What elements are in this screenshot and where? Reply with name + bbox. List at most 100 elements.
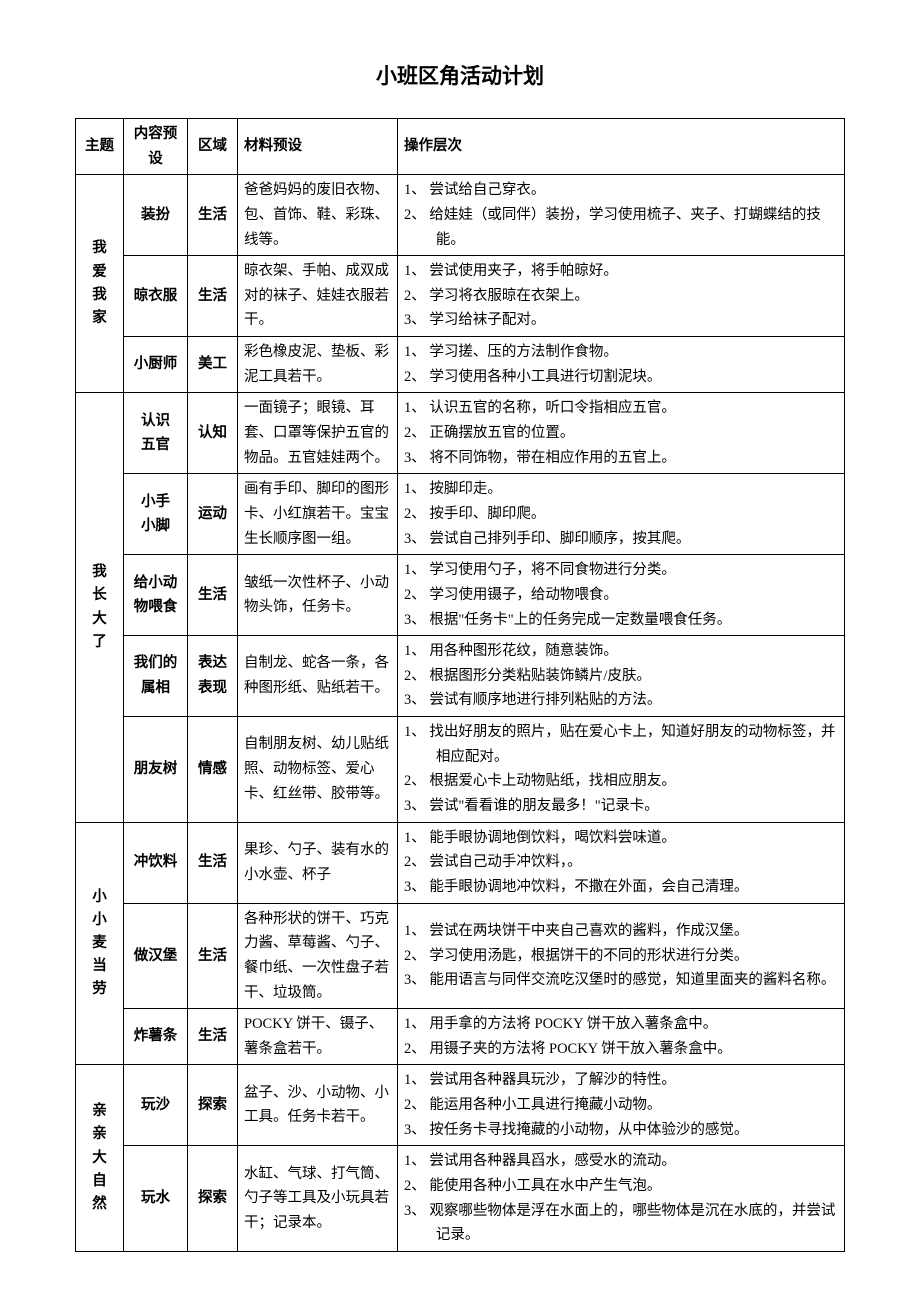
content-cell: 做汉堡 <box>124 903 188 1009</box>
operation-item: 2、 能运用各种小工具进行掩藏小动物。 <box>404 1093 838 1118</box>
operation-cell: 1、 用各种图形花纹，随意装饰。2、 根据图形分类粘贴装饰鳞片/皮肤。3、 尝试… <box>398 636 845 717</box>
material-cell: 自制朋友树、幼儿贴纸照、动物标签、爱心卡、红丝带、胶带等。 <box>238 717 398 823</box>
area-cell: 情感 <box>188 717 238 823</box>
operation-cell: 1、 尝试在两块饼干中夹自己喜欢的酱料，作成汉堡。2、 学习使用汤匙，根据饼干的… <box>398 903 845 1009</box>
material-cell: 皱纸一次性杯子、小动物头饰，任务卡。 <box>238 555 398 636</box>
operation-item: 3、 根据"任务卡"上的任务完成一定数量喂食任务。 <box>404 608 838 633</box>
material-cell: 各种形状的饼干、巧克力酱、草莓酱、勺子、餐巾纸、一次性盘子若干、垃圾筒。 <box>238 903 398 1009</box>
content-cell: 朋友树 <box>124 717 188 823</box>
header-material: 材料预设 <box>238 119 398 175</box>
operation-cell: 1、 按脚印走。2、 按手印、脚印爬。3、 尝试自己排列手印、脚印顺序，按其爬。 <box>398 474 845 555</box>
table-row: 我长大了认识五官认知一面镜子；眼镜、耳套、口罩等保护五官的物品。五官娃娃两个。1… <box>76 393 845 474</box>
operation-item: 2、 能使用各种小工具在水中产生气泡。 <box>404 1174 838 1199</box>
operation-item: 3、 按任务卡寻找掩藏的小动物，从中体验沙的感觉。 <box>404 1118 838 1143</box>
content-cell: 小厨师 <box>124 337 188 393</box>
theme-cell: 亲亲大自然 <box>76 1065 124 1251</box>
area-cell: 生活 <box>188 822 238 903</box>
area-cell: 美工 <box>188 337 238 393</box>
table-row: 我爱我家装扮生活爸爸妈妈的废旧衣物、包、首饰、鞋、彩珠、线等。1、 尝试给自己穿… <box>76 175 845 256</box>
operation-item: 1、 尝试使用夹子，将手帕晾好。 <box>404 259 838 284</box>
table-row: 小小麦当劳冲饮料生活果珍、勺子、装有水的小水壶、杯子1、 能手眼协调地倒饮料，喝… <box>76 822 845 903</box>
operation-item: 2、 用镊子夹的方法将 POCKY 饼干放入薯条盒中。 <box>404 1037 838 1062</box>
content-cell: 玩沙 <box>124 1065 188 1146</box>
operation-item: 2、 给娃娃（或同伴）装扮，学习使用梳子、夹子、打蝴蝶结的技能。 <box>404 203 838 252</box>
operation-item: 1、 找出好朋友的照片，贴在爱心卡上，知道好朋友的动物标签，并相应配对。 <box>404 720 838 769</box>
theme-cell: 小小麦当劳 <box>76 822 124 1065</box>
operation-cell: 1、 认识五官的名称，听口令指相应五官。2、 正确摆放五官的位置。3、 将不同饰… <box>398 393 845 474</box>
table-row: 小厨师美工彩色橡皮泥、垫板、彩泥工具若干。1、 学习搓、压的方法制作食物。2、 … <box>76 337 845 393</box>
material-cell: 爸爸妈妈的废旧衣物、包、首饰、鞋、彩珠、线等。 <box>238 175 398 256</box>
header-content: 内容预设 <box>124 119 188 175</box>
area-cell: 生活 <box>188 555 238 636</box>
content-cell: 我们的属相 <box>124 636 188 717</box>
operation-item: 1、 学习使用勺子，将不同食物进行分类。 <box>404 558 838 583</box>
material-cell: 自制龙、蛇各一条，各种图形纸、贴纸若干。 <box>238 636 398 717</box>
area-cell: 生活 <box>188 256 238 337</box>
table-row: 我们的属相表达表现自制龙、蛇各一条，各种图形纸、贴纸若干。1、 用各种图形花纹，… <box>76 636 845 717</box>
operation-item: 2、 根据爱心卡上动物贴纸，找相应朋友。 <box>404 769 838 794</box>
operation-item: 1、 认识五官的名称，听口令指相应五官。 <box>404 396 838 421</box>
operation-item: 1、 尝试用各种器具玩沙，了解沙的特性。 <box>404 1068 838 1093</box>
table-row: 朋友树情感自制朋友树、幼儿贴纸照、动物标签、爱心卡、红丝带、胶带等。1、 找出好… <box>76 717 845 823</box>
area-cell: 生活 <box>188 1009 238 1065</box>
operation-item: 1、 按脚印走。 <box>404 477 838 502</box>
table-row: 玩水探索水缸、气球、打气筒、勺子等工具及小玩具若干；记录本。1、 尝试用各种器具… <box>76 1146 845 1252</box>
operation-cell: 1、 尝试用各种器具玩沙，了解沙的特性。2、 能运用各种小工具进行掩藏小动物。3… <box>398 1065 845 1146</box>
operation-item: 3、 能手眼协调地冲饮料，不撒在外面，会自己清理。 <box>404 875 838 900</box>
table-row: 小手小脚运动画有手印、脚印的图形卡、小红旗若干。宝宝生长顺序图一组。1、 按脚印… <box>76 474 845 555</box>
operation-item: 1、 尝试给自己穿衣。 <box>404 178 838 203</box>
area-cell: 认知 <box>188 393 238 474</box>
area-cell: 表达表现 <box>188 636 238 717</box>
theme-cell: 我长大了 <box>76 393 124 822</box>
operation-cell: 1、 用手拿的方法将 POCKY 饼干放入薯条盒中。2、 用镊子夹的方法将 PO… <box>398 1009 845 1065</box>
page-title: 小班区角活动计划 <box>75 60 845 90</box>
operation-item: 2、 按手印、脚印爬。 <box>404 502 838 527</box>
content-cell: 晾衣服 <box>124 256 188 337</box>
table-row: 给小动物喂食生活皱纸一次性杯子、小动物头饰，任务卡。1、 学习使用勺子，将不同食… <box>76 555 845 636</box>
operation-item: 1、 能手眼协调地倒饮料，喝饮料尝味道。 <box>404 826 838 851</box>
area-cell: 生活 <box>188 175 238 256</box>
header-theme: 主题 <box>76 119 124 175</box>
header-area: 区域 <box>188 119 238 175</box>
table-header-row: 主题 内容预设 区域 材料预设 操作层次 <box>76 119 845 175</box>
operation-item: 2、 尝试自己动手冲饮料，。 <box>404 850 838 875</box>
operation-item: 2、 学习使用各种小工具进行切割泥块。 <box>404 365 838 390</box>
operation-cell: 1、 尝试用各种器具舀水，感受水的流动。2、 能使用各种小工具在水中产生气泡。3… <box>398 1146 845 1252</box>
operation-item: 1、 用各种图形花纹，随意装饰。 <box>404 639 838 664</box>
material-cell: 晾衣架、手帕、成双成对的袜子、娃娃衣服若干。 <box>238 256 398 337</box>
area-cell: 运动 <box>188 474 238 555</box>
operation-item: 1、 用手拿的方法将 POCKY 饼干放入薯条盒中。 <box>404 1012 838 1037</box>
material-cell: 一面镜子；眼镜、耳套、口罩等保护五官的物品。五官娃娃两个。 <box>238 393 398 474</box>
material-cell: 盆子、沙、小动物、小工具。任务卡若干。 <box>238 1065 398 1146</box>
operation-item: 2、 根据图形分类粘贴装饰鳞片/皮肤。 <box>404 664 838 689</box>
operation-item: 1、 学习搓、压的方法制作食物。 <box>404 340 838 365</box>
operation-item: 2、 正确摆放五官的位置。 <box>404 421 838 446</box>
table-row: 亲亲大自然玩沙探索盆子、沙、小动物、小工具。任务卡若干。1、 尝试用各种器具玩沙… <box>76 1065 845 1146</box>
operation-item: 3、 学习给袜子配对。 <box>404 308 838 333</box>
header-operation: 操作层次 <box>398 119 845 175</box>
operation-cell: 1、 尝试给自己穿衣。2、 给娃娃（或同伴）装扮，学习使用梳子、夹子、打蝴蝶结的… <box>398 175 845 256</box>
content-cell: 给小动物喂食 <box>124 555 188 636</box>
area-cell: 探索 <box>188 1146 238 1252</box>
operation-cell: 1、 能手眼协调地倒饮料，喝饮料尝味道。2、 尝试自己动手冲饮料，。3、 能手眼… <box>398 822 845 903</box>
content-cell: 认识五官 <box>124 393 188 474</box>
operation-item: 2、 学习将衣服晾在衣架上。 <box>404 284 838 309</box>
material-cell: 水缸、气球、打气筒、勺子等工具及小玩具若干；记录本。 <box>238 1146 398 1252</box>
operation-item: 2、 学习使用镊子，给动物喂食。 <box>404 583 838 608</box>
table-row: 晾衣服生活晾衣架、手帕、成双成对的袜子、娃娃衣服若干。1、 尝试使用夹子，将手帕… <box>76 256 845 337</box>
operation-item: 1、 尝试用各种器具舀水，感受水的流动。 <box>404 1149 838 1174</box>
operation-item: 2、 学习使用汤匙，根据饼干的不同的形状进行分类。 <box>404 944 838 969</box>
content-cell: 玩水 <box>124 1146 188 1252</box>
content-cell: 装扮 <box>124 175 188 256</box>
operation-item: 3、 尝试"看看谁的朋友最多！"记录卡。 <box>404 794 838 819</box>
operation-item: 3、 尝试有顺序地进行排列粘贴的方法。 <box>404 688 838 713</box>
material-cell: POCKY 饼干、镊子、薯条盒若干。 <box>238 1009 398 1065</box>
operation-cell: 1、 找出好朋友的照片，贴在爱心卡上，知道好朋友的动物标签，并相应配对。2、 根… <box>398 717 845 823</box>
material-cell: 彩色橡皮泥、垫板、彩泥工具若干。 <box>238 337 398 393</box>
material-cell: 画有手印、脚印的图形卡、小红旗若干。宝宝生长顺序图一组。 <box>238 474 398 555</box>
content-cell: 炸薯条 <box>124 1009 188 1065</box>
content-cell: 小手小脚 <box>124 474 188 555</box>
activity-table: 主题 内容预设 区域 材料预设 操作层次 我爱我家装扮生活爸爸妈妈的废旧衣物、包… <box>75 118 845 1252</box>
operation-item: 3、 尝试自己排列手印、脚印顺序，按其爬。 <box>404 527 838 552</box>
operation-cell: 1、 学习使用勺子，将不同食物进行分类。2、 学习使用镊子，给动物喂食。3、 根… <box>398 555 845 636</box>
